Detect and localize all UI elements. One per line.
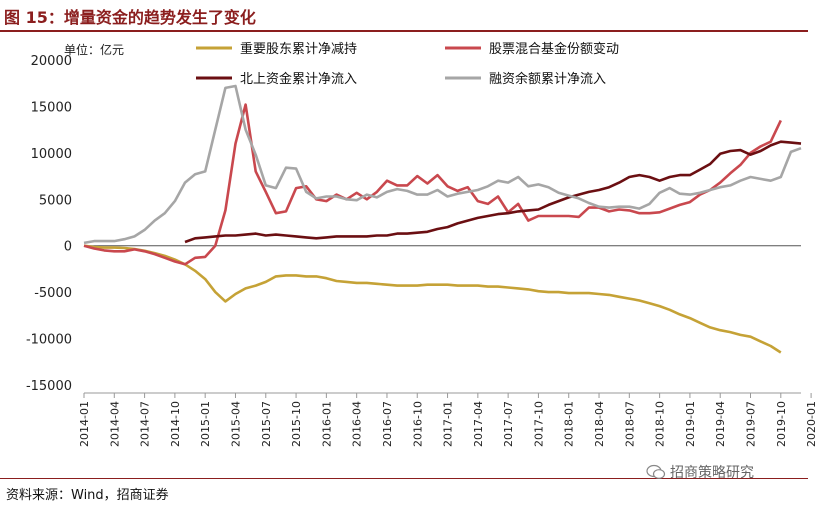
y-tick-label: 0 bbox=[64, 240, 72, 255]
y-tick-label: -5000 bbox=[34, 286, 72, 301]
x-tick-label: 2014-04 bbox=[108, 401, 121, 447]
x-tick-label: 2017-01 bbox=[442, 401, 455, 447]
title-divider bbox=[0, 30, 808, 32]
x-tick-label: 2015-10 bbox=[290, 401, 303, 447]
x-tick-label: 2017-07 bbox=[502, 401, 515, 447]
source-note: 资料来源：Wind，招商证券 bbox=[6, 488, 169, 503]
y-tick-label: 15000 bbox=[31, 100, 72, 115]
source-divider bbox=[0, 478, 808, 479]
legend-label: 北上资金累计净流入 bbox=[240, 71, 357, 87]
x-tick-label: 2020-01 bbox=[805, 401, 815, 447]
x-tick-label: 2015-04 bbox=[229, 401, 242, 447]
x-tick-label: 2014-07 bbox=[139, 401, 152, 447]
x-tick-label: 2014-01 bbox=[78, 401, 91, 447]
x-tick-label: 2014-10 bbox=[169, 401, 182, 447]
x-tick-label: 2019-04 bbox=[714, 401, 727, 447]
series-line-2 bbox=[83, 103, 782, 266]
x-tick-label: 2018-04 bbox=[593, 401, 606, 447]
y-axis: -15000 -10000 -5000 0 5000 10000 15000 20000 bbox=[26, 54, 72, 394]
series-lines bbox=[83, 84, 802, 354]
x-tick-label: 2016-04 bbox=[351, 401, 364, 447]
x-tick-label: 2015-01 bbox=[199, 401, 212, 447]
y-tick-label: 5000 bbox=[39, 193, 72, 208]
series-line-1 bbox=[83, 244, 782, 354]
legend-label: 重要股东累计净减持 bbox=[240, 41, 357, 57]
wechat-icon bbox=[646, 464, 666, 479]
y-tick-label: 20000 bbox=[31, 54, 72, 69]
x-axis: 2014-01 2014-04 2014-07 2014-10 2015-01 2015-… bbox=[78, 245, 815, 447]
y-tick-label: -10000 bbox=[26, 333, 72, 348]
x-tick-label: 2016-10 bbox=[411, 401, 424, 447]
y-tick-label: 10000 bbox=[31, 147, 72, 162]
x-tick-label: 2019-07 bbox=[745, 401, 758, 447]
y-tick-label: -15000 bbox=[26, 379, 72, 394]
x-tick-label: 2018-01 bbox=[563, 401, 576, 447]
x-tick-label: 2017-04 bbox=[472, 401, 485, 447]
unit-label: 单位：亿元 bbox=[64, 43, 125, 57]
x-tick-label: 2015-07 bbox=[260, 401, 273, 447]
figure-title: 图 15：增量资金的趋势发生了变化 bbox=[4, 8, 256, 27]
series-line-4 bbox=[83, 84, 802, 245]
x-tick-label: 2018-10 bbox=[654, 401, 667, 447]
x-tick-label: 2016-07 bbox=[381, 401, 394, 447]
legend-label: 股票混合基金份额变动 bbox=[489, 41, 619, 57]
series-line-3 bbox=[184, 140, 802, 244]
x-tick-label: 2019-10 bbox=[775, 401, 788, 447]
x-tick-label: 2018-07 bbox=[623, 401, 636, 447]
brand-watermark: 招商策略研究 bbox=[646, 462, 754, 482]
brand-name: 招商策略研究 bbox=[670, 465, 754, 481]
x-tick-label: 2016-01 bbox=[320, 401, 333, 447]
legend-label: 融资余额累计净流入 bbox=[489, 71, 606, 87]
x-tick-label: 2019-01 bbox=[684, 401, 697, 447]
x-tick-label: 2017-10 bbox=[532, 401, 545, 447]
